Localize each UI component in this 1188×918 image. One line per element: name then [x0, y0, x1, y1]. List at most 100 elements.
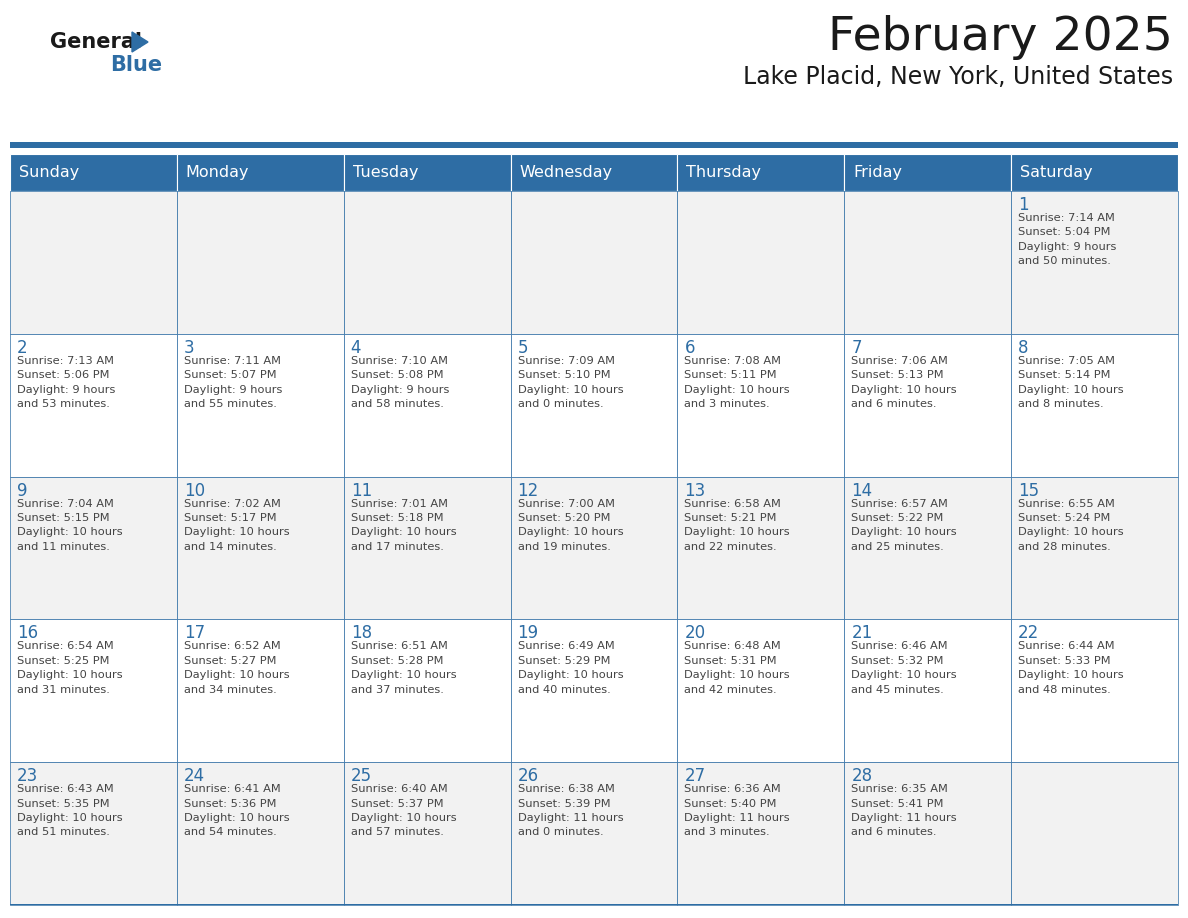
- Bar: [343, 191, 511, 334]
- Text: 20: 20: [684, 624, 706, 643]
- Bar: [10, 762, 177, 905]
- Text: 24: 24: [184, 767, 206, 785]
- Bar: [343, 476, 511, 620]
- Text: 16: 16: [17, 624, 38, 643]
- Bar: [177, 334, 343, 476]
- Bar: [10, 334, 177, 476]
- Bar: [177, 191, 343, 334]
- Bar: [511, 154, 677, 191]
- Text: Sunrise: 7:14 AM
Sunset: 5:04 PM
Daylight: 9 hours
and 50 minutes.: Sunrise: 7:14 AM Sunset: 5:04 PM Dayligh…: [1018, 213, 1117, 266]
- Text: Sunrise: 6:49 AM
Sunset: 5:29 PM
Daylight: 10 hours
and 40 minutes.: Sunrise: 6:49 AM Sunset: 5:29 PM Dayligh…: [518, 642, 624, 695]
- Text: 27: 27: [684, 767, 706, 785]
- Bar: [511, 762, 677, 905]
- Text: Sunrise: 6:44 AM
Sunset: 5:33 PM
Daylight: 10 hours
and 48 minutes.: Sunrise: 6:44 AM Sunset: 5:33 PM Dayligh…: [1018, 642, 1124, 695]
- Bar: [10, 154, 177, 191]
- Text: Sunrise: 6:51 AM
Sunset: 5:28 PM
Daylight: 10 hours
and 37 minutes.: Sunrise: 6:51 AM Sunset: 5:28 PM Dayligh…: [350, 642, 456, 695]
- Text: Sunrise: 6:46 AM
Sunset: 5:32 PM
Daylight: 10 hours
and 45 minutes.: Sunrise: 6:46 AM Sunset: 5:32 PM Dayligh…: [852, 642, 956, 695]
- Bar: [343, 762, 511, 905]
- Polygon shape: [132, 32, 148, 52]
- Text: 15: 15: [1018, 482, 1040, 499]
- Text: 10: 10: [184, 482, 206, 499]
- Text: Sunrise: 6:38 AM
Sunset: 5:39 PM
Daylight: 11 hours
and 0 minutes.: Sunrise: 6:38 AM Sunset: 5:39 PM Dayligh…: [518, 784, 624, 837]
- Text: Sunrise: 6:55 AM
Sunset: 5:24 PM
Daylight: 10 hours
and 28 minutes.: Sunrise: 6:55 AM Sunset: 5:24 PM Dayligh…: [1018, 498, 1124, 552]
- Bar: [845, 154, 1011, 191]
- Bar: [845, 762, 1011, 905]
- Text: February 2025: February 2025: [828, 15, 1173, 60]
- Text: Friday: Friday: [853, 165, 902, 180]
- Bar: [177, 154, 343, 191]
- Text: Saturday: Saturday: [1020, 165, 1093, 180]
- Bar: [677, 334, 845, 476]
- Text: 18: 18: [350, 624, 372, 643]
- Bar: [845, 334, 1011, 476]
- Text: Sunrise: 6:36 AM
Sunset: 5:40 PM
Daylight: 11 hours
and 3 minutes.: Sunrise: 6:36 AM Sunset: 5:40 PM Dayligh…: [684, 784, 790, 837]
- Bar: [177, 620, 343, 762]
- Bar: [845, 191, 1011, 334]
- Bar: [677, 476, 845, 620]
- Bar: [1011, 476, 1178, 620]
- Text: 21: 21: [852, 624, 872, 643]
- Text: 4: 4: [350, 339, 361, 357]
- Text: 3: 3: [184, 339, 195, 357]
- Text: Tuesday: Tuesday: [353, 165, 418, 180]
- Bar: [10, 191, 177, 334]
- Text: 19: 19: [518, 624, 538, 643]
- Text: Sunrise: 7:11 AM
Sunset: 5:07 PM
Daylight: 9 hours
and 55 minutes.: Sunrise: 7:11 AM Sunset: 5:07 PM Dayligh…: [184, 356, 283, 409]
- Bar: [177, 476, 343, 620]
- Bar: [1011, 762, 1178, 905]
- Text: Sunrise: 6:54 AM
Sunset: 5:25 PM
Daylight: 10 hours
and 31 minutes.: Sunrise: 6:54 AM Sunset: 5:25 PM Dayligh…: [17, 642, 122, 695]
- Text: Sunrise: 7:00 AM
Sunset: 5:20 PM
Daylight: 10 hours
and 19 minutes.: Sunrise: 7:00 AM Sunset: 5:20 PM Dayligh…: [518, 498, 624, 552]
- Text: 7: 7: [852, 339, 861, 357]
- Text: Sunrise: 7:10 AM
Sunset: 5:08 PM
Daylight: 9 hours
and 58 minutes.: Sunrise: 7:10 AM Sunset: 5:08 PM Dayligh…: [350, 356, 449, 409]
- Text: Sunrise: 6:41 AM
Sunset: 5:36 PM
Daylight: 10 hours
and 54 minutes.: Sunrise: 6:41 AM Sunset: 5:36 PM Dayligh…: [184, 784, 290, 837]
- Bar: [677, 154, 845, 191]
- Bar: [343, 620, 511, 762]
- Bar: [1011, 620, 1178, 762]
- Bar: [1011, 154, 1178, 191]
- Text: Sunrise: 7:01 AM
Sunset: 5:18 PM
Daylight: 10 hours
and 17 minutes.: Sunrise: 7:01 AM Sunset: 5:18 PM Dayligh…: [350, 498, 456, 552]
- Text: Monday: Monday: [185, 165, 249, 180]
- Text: Sunrise: 6:40 AM
Sunset: 5:37 PM
Daylight: 10 hours
and 57 minutes.: Sunrise: 6:40 AM Sunset: 5:37 PM Dayligh…: [350, 784, 456, 837]
- Bar: [10, 903, 1178, 905]
- Text: Sunrise: 7:13 AM
Sunset: 5:06 PM
Daylight: 9 hours
and 53 minutes.: Sunrise: 7:13 AM Sunset: 5:06 PM Dayligh…: [17, 356, 115, 409]
- Text: 28: 28: [852, 767, 872, 785]
- Text: 1: 1: [1018, 196, 1029, 214]
- Text: 6: 6: [684, 339, 695, 357]
- Text: Lake Placid, New York, United States: Lake Placid, New York, United States: [742, 65, 1173, 89]
- Text: 11: 11: [350, 482, 372, 499]
- Bar: [511, 191, 677, 334]
- Bar: [10, 620, 177, 762]
- Bar: [10, 142, 1178, 148]
- Bar: [845, 476, 1011, 620]
- Bar: [677, 620, 845, 762]
- Text: Sunrise: 7:02 AM
Sunset: 5:17 PM
Daylight: 10 hours
and 14 minutes.: Sunrise: 7:02 AM Sunset: 5:17 PM Dayligh…: [184, 498, 290, 552]
- Text: 25: 25: [350, 767, 372, 785]
- Text: 22: 22: [1018, 624, 1040, 643]
- Text: Wednesday: Wednesday: [519, 165, 613, 180]
- Text: Sunrise: 6:43 AM
Sunset: 5:35 PM
Daylight: 10 hours
and 51 minutes.: Sunrise: 6:43 AM Sunset: 5:35 PM Dayligh…: [17, 784, 122, 837]
- Text: Sunrise: 6:48 AM
Sunset: 5:31 PM
Daylight: 10 hours
and 42 minutes.: Sunrise: 6:48 AM Sunset: 5:31 PM Dayligh…: [684, 642, 790, 695]
- Bar: [1011, 334, 1178, 476]
- Bar: [343, 334, 511, 476]
- Text: Sunrise: 6:57 AM
Sunset: 5:22 PM
Daylight: 10 hours
and 25 minutes.: Sunrise: 6:57 AM Sunset: 5:22 PM Dayligh…: [852, 498, 956, 552]
- Bar: [511, 476, 677, 620]
- Bar: [845, 620, 1011, 762]
- Text: 9: 9: [17, 482, 27, 499]
- Text: 2: 2: [17, 339, 27, 357]
- Bar: [343, 154, 511, 191]
- Text: Sunrise: 7:09 AM
Sunset: 5:10 PM
Daylight: 10 hours
and 0 minutes.: Sunrise: 7:09 AM Sunset: 5:10 PM Dayligh…: [518, 356, 624, 409]
- Text: Sunrise: 6:35 AM
Sunset: 5:41 PM
Daylight: 11 hours
and 6 minutes.: Sunrise: 6:35 AM Sunset: 5:41 PM Dayligh…: [852, 784, 956, 837]
- Bar: [677, 762, 845, 905]
- Bar: [677, 191, 845, 334]
- Text: Sunrise: 7:08 AM
Sunset: 5:11 PM
Daylight: 10 hours
and 3 minutes.: Sunrise: 7:08 AM Sunset: 5:11 PM Dayligh…: [684, 356, 790, 409]
- Text: Thursday: Thursday: [687, 165, 762, 180]
- Text: Sunday: Sunday: [19, 165, 80, 180]
- Text: Sunrise: 7:06 AM
Sunset: 5:13 PM
Daylight: 10 hours
and 6 minutes.: Sunrise: 7:06 AM Sunset: 5:13 PM Dayligh…: [852, 356, 956, 409]
- Text: 17: 17: [184, 624, 206, 643]
- Bar: [1011, 191, 1178, 334]
- Text: 12: 12: [518, 482, 539, 499]
- Bar: [511, 334, 677, 476]
- Text: Sunrise: 6:52 AM
Sunset: 5:27 PM
Daylight: 10 hours
and 34 minutes.: Sunrise: 6:52 AM Sunset: 5:27 PM Dayligh…: [184, 642, 290, 695]
- Text: Sunrise: 7:04 AM
Sunset: 5:15 PM
Daylight: 10 hours
and 11 minutes.: Sunrise: 7:04 AM Sunset: 5:15 PM Dayligh…: [17, 498, 122, 552]
- Text: 26: 26: [518, 767, 538, 785]
